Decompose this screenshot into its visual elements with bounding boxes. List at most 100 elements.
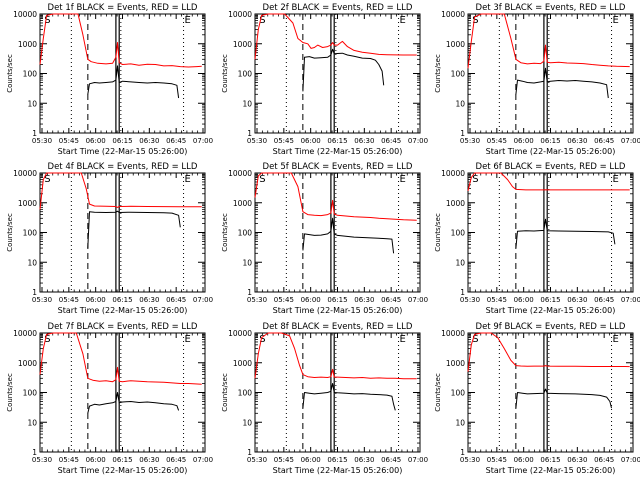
plot-frame [467,13,634,134]
x-tick-label: 06:15 [540,456,560,464]
x-tick-label: 07:00 [193,296,213,304]
x-tick-label: 06:15 [540,137,560,145]
y-axis-label: Counts/sec [221,213,229,252]
y-axis-label: Counts/sec [221,373,229,412]
y-tick-label: 10 [455,258,465,267]
detector-panel: Det 7f BLACK = Events, RED = LLD Counts/s… [6,322,213,475]
marker-letter: S [259,334,265,345]
y-tick-label: 100 [238,70,253,79]
y-axis-label: Counts/sec [221,54,229,93]
marker-letter: E [613,334,619,345]
y-tick-label: 1000 [233,199,252,208]
detector-panel: Det 3f BLACK = Events, RED = LLD Counts/s… [434,3,640,156]
x-axis-label: Start Time (22-Mar-15 05:26:00) [58,466,188,475]
x-tick-label: 05:30 [247,456,267,464]
x-axis-label: Start Time (22-Mar-15 05:26:00) [486,306,616,315]
y-tick-label: 1000 [18,359,37,368]
marker-letter: E [400,15,406,26]
lld-series-line [39,332,202,385]
y-tick-label: 100 [238,389,253,398]
y-tick-label: 10000 [13,329,37,338]
x-tick-label: 07:00 [408,456,428,464]
lld-series-line [254,172,417,221]
panel-title: Det 9f BLACK = Events, RED = LLD [476,322,626,332]
x-tick-label: 05:30 [460,456,480,464]
y-tick-label: 1000 [233,40,252,49]
lld-series-line [254,13,417,60]
x-tick-label: 06:00 [514,456,534,464]
x-tick-label: 06:45 [381,456,401,464]
y-tick-label: 1 [32,129,37,138]
x-tick-label: 06:00 [514,296,534,304]
x-tick-label: 05:45 [274,456,294,464]
plot-frame [39,13,206,134]
marker-letter: S [472,15,478,26]
detector-panel: Det 2f BLACK = Events, RED = LLD Counts/s… [221,3,428,156]
x-tick-label: 05:30 [460,137,480,145]
y-tick-label: 100 [23,389,38,398]
x-tick-label: 05:45 [487,296,507,304]
panel-title: Det 8f BLACK = Events, RED = LLD [263,322,413,332]
x-axis-label: Start Time (22-Mar-15 05:26:00) [273,147,403,156]
x-tick-label: 06:30 [354,456,374,464]
x-tick-label: 07:00 [621,296,640,304]
marker-letter: S [472,334,478,345]
x-tick-label: 05:45 [59,296,79,304]
y-tick-label: 1000 [446,199,465,208]
marker-letter: E [400,334,406,345]
events-series-line [87,65,180,99]
y-tick-label: 1000 [233,359,252,368]
y-tick-label: 1000 [18,199,37,208]
x-tick-label: 06:00 [301,456,321,464]
marker-letter: S [44,334,50,345]
x-tick-label: 07:00 [408,296,428,304]
y-tick-label: 1 [32,288,37,297]
x-tick-label: 06:45 [594,296,614,304]
y-axis-label: Counts/sec [6,54,14,93]
x-tick-label: 06:15 [327,456,347,464]
x-tick-label: 06:15 [540,296,560,304]
x-tick-label: 06:45 [381,137,401,145]
y-axis-label: Counts/sec [6,373,14,412]
marker-letter: S [44,15,50,26]
x-tick-label: 06:45 [166,296,186,304]
marker-letter: E [613,174,619,185]
y-axis-label: Counts/sec [434,213,442,252]
marker-letter: S [259,174,265,185]
events-series-line [302,217,395,254]
x-tick-label: 06:30 [139,137,159,145]
panel-title: Det 3f BLACK = Events, RED = LLD [476,3,626,13]
x-tick-label: 05:30 [32,296,52,304]
x-axis-label: Start Time (22-Mar-15 05:26:00) [486,466,616,475]
y-tick-label: 1 [32,448,37,457]
x-tick-label: 06:45 [166,137,186,145]
y-tick-label: 10000 [228,10,252,19]
lld-series-line [467,332,630,372]
y-tick-label: 10000 [228,329,252,338]
y-tick-label: 10 [27,258,37,267]
x-tick-label: 06:15 [112,456,132,464]
y-tick-label: 100 [23,229,38,238]
y-tick-label: 10 [27,99,37,108]
y-tick-label: 100 [451,229,466,238]
x-tick-label: 05:45 [487,456,507,464]
x-tick-label: 07:00 [193,456,213,464]
lld-series-line [467,13,630,69]
marker-letter: S [472,174,478,185]
marker-letter: E [185,174,191,185]
y-axis-label: Counts/sec [434,54,442,93]
x-tick-label: 06:30 [567,456,587,464]
x-tick-label: 06:15 [112,296,132,304]
x-tick-label: 05:45 [274,137,294,145]
panel-title: Det 7f BLACK = Events, RED = LLD [48,322,198,332]
x-tick-label: 06:45 [594,456,614,464]
plot-frame [39,332,206,453]
y-tick-label: 10000 [13,169,37,178]
y-tick-label: 10000 [441,169,465,178]
events-series-line [87,210,181,249]
x-tick-label: 06:30 [354,137,374,145]
marker-letter: E [613,15,619,26]
panel-title: Det 6f BLACK = Events, RED = LLD [476,162,626,172]
marker-letter: E [185,334,191,345]
